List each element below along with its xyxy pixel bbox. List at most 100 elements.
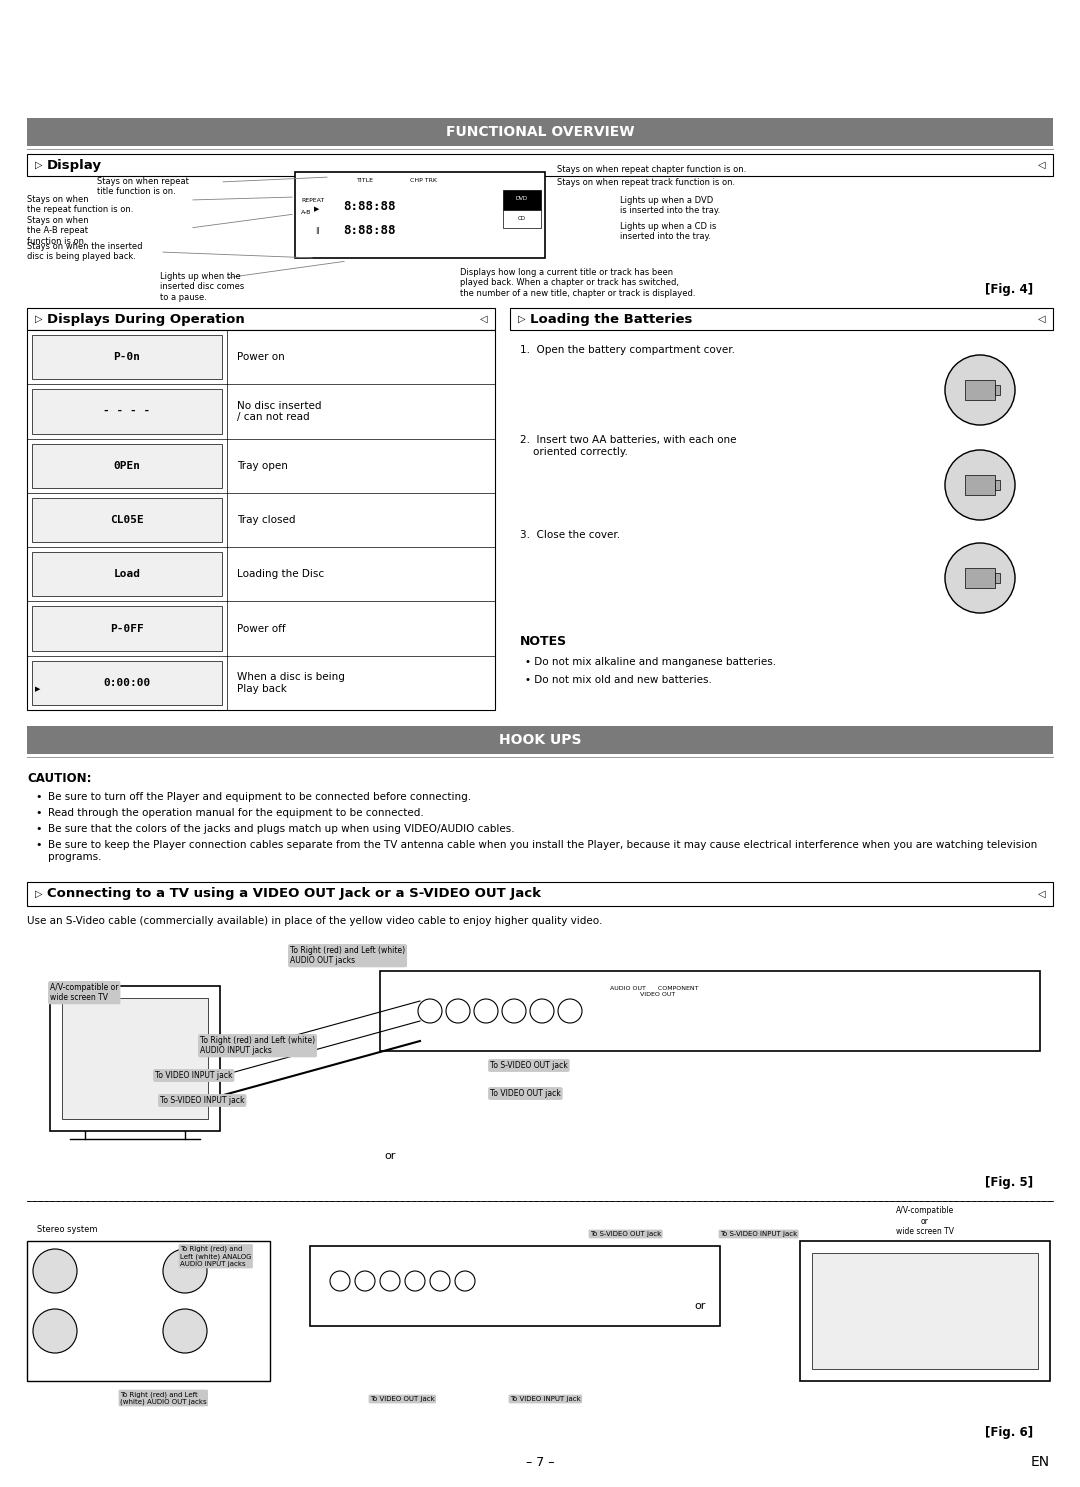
Bar: [27, 308, 495, 330]
Text: CD: CD: [518, 217, 526, 222]
Text: TITLE: TITLE: [357, 177, 374, 183]
Text: FUNCTIONAL OVERVIEW: FUNCTIONAL OVERVIEW: [446, 125, 634, 138]
Text: ▷: ▷: [35, 889, 42, 900]
Circle shape: [380, 1271, 400, 1291]
Text: 2.  Insert two AA batteries, with each one
    oriented correctly.: 2. Insert two AA batteries, with each on…: [519, 436, 737, 457]
Text: P-0n: P-0n: [113, 352, 140, 363]
Bar: [503, 190, 541, 210]
Text: EN: EN: [1030, 1454, 1050, 1469]
Text: To S-VIDEO INPUT jack: To S-VIDEO INPUT jack: [720, 1231, 797, 1237]
Text: – 7 –: – 7 –: [526, 1456, 554, 1469]
Text: Lights up when the
inserted disc comes
to a pause.: Lights up when the inserted disc comes t…: [160, 272, 244, 302]
Bar: [32, 607, 222, 651]
Text: Power on: Power on: [237, 352, 285, 363]
Bar: [27, 1242, 270, 1381]
Circle shape: [405, 1271, 426, 1291]
Bar: [380, 971, 1040, 1051]
Bar: [32, 660, 222, 705]
Text: Stays on when repeat track function is on.: Stays on when repeat track function is o…: [557, 178, 735, 187]
Text: 8:88:88: 8:88:88: [343, 223, 395, 236]
Text: •: •: [35, 793, 41, 801]
Text: [Fig. 4]: [Fig. 4]: [985, 283, 1034, 296]
Text: Stays on when
the A-B repeat
function is on.: Stays on when the A-B repeat function is…: [27, 216, 89, 245]
Bar: [32, 552, 222, 596]
Text: Be sure that the colors of the jacks and plugs match up when using VIDEO/AUDIO c: Be sure that the colors of the jacks and…: [48, 824, 515, 834]
Text: or: or: [694, 1301, 705, 1312]
Bar: [62, 998, 208, 1120]
Text: ▷: ▷: [518, 314, 526, 324]
Bar: [503, 210, 541, 228]
Text: To Right (red) and Left (white)
AUDIO OUT jacks: To Right (red) and Left (white) AUDIO OU…: [291, 946, 405, 965]
Text: Stays on when the inserted
disc is being played back.: Stays on when the inserted disc is being…: [27, 242, 143, 262]
Text: Lights up when a CD is
inserted into the tray.: Lights up when a CD is inserted into the…: [620, 222, 716, 241]
Text: To VIDEO OUT jack: To VIDEO OUT jack: [490, 1088, 561, 1097]
Bar: [32, 335, 222, 379]
Bar: [966, 381, 995, 400]
Circle shape: [446, 999, 470, 1023]
Text: •: •: [35, 807, 41, 818]
Text: •: •: [35, 840, 41, 851]
Text: HOOK UPS: HOOK UPS: [499, 733, 581, 746]
Circle shape: [558, 999, 582, 1023]
Text: To S-VIDEO OUT jack: To S-VIDEO OUT jack: [590, 1231, 661, 1237]
Text: Displays how long a current title or track has been
played back. When a chapter : Displays how long a current title or tra…: [460, 268, 696, 297]
Text: •: •: [35, 824, 41, 834]
Text: ▷: ▷: [35, 314, 42, 324]
Text: Tray open: Tray open: [237, 461, 288, 471]
Text: No disc inserted
/ can not read: No disc inserted / can not read: [237, 400, 322, 422]
Text: Loading the Batteries: Loading the Batteries: [530, 312, 692, 326]
Bar: [310, 1246, 720, 1326]
Text: To S-VIDEO OUT jack: To S-VIDEO OUT jack: [490, 1062, 568, 1071]
Bar: [812, 1254, 1038, 1370]
Text: To VIDEO OUT jack: To VIDEO OUT jack: [370, 1396, 435, 1402]
Text: CHP TRK: CHP TRK: [410, 177, 437, 183]
Text: • Do not mix old and new batteries.: • Do not mix old and new batteries.: [525, 675, 712, 686]
Text: P-0FF: P-0FF: [110, 623, 144, 633]
Text: To VIDEO INPUT jack: To VIDEO INPUT jack: [510, 1396, 581, 1402]
Text: CAUTION:: CAUTION:: [27, 772, 92, 785]
Text: • Do not mix alkaline and manganese batteries.: • Do not mix alkaline and manganese batt…: [525, 657, 777, 668]
Circle shape: [945, 355, 1015, 425]
Bar: [27, 726, 1053, 754]
Bar: [32, 443, 222, 488]
Circle shape: [945, 543, 1015, 613]
Text: A/V-compatible or
wide screen TV: A/V-compatible or wide screen TV: [50, 983, 119, 1002]
Text: DVD: DVD: [516, 195, 528, 201]
Bar: [32, 498, 222, 543]
Text: Display: Display: [48, 159, 102, 171]
Bar: [800, 1242, 1050, 1381]
Circle shape: [33, 1249, 77, 1294]
Bar: [995, 385, 1000, 396]
Text: A/V-compatible
or
wide screen TV: A/V-compatible or wide screen TV: [896, 1206, 954, 1236]
Text: Be sure to keep the Player connection cables separate from the TV antenna cable : Be sure to keep the Player connection ca…: [48, 840, 1037, 861]
Text: 3.  Close the cover.: 3. Close the cover.: [519, 529, 620, 540]
Text: - - - -: - - - -: [104, 406, 150, 416]
Circle shape: [430, 1271, 450, 1291]
Text: ◁: ◁: [480, 314, 487, 324]
Bar: [27, 882, 1053, 906]
Text: Loading the Disc: Loading the Disc: [237, 570, 324, 580]
Text: Stays on when
the repeat function is on.: Stays on when the repeat function is on.: [27, 195, 133, 214]
Circle shape: [530, 999, 554, 1023]
Text: CL05E: CL05E: [110, 515, 144, 525]
Bar: [27, 117, 1053, 146]
Text: Be sure to turn off the Player and equipment to be connected before connecting.: Be sure to turn off the Player and equip…: [48, 793, 471, 801]
Bar: [27, 155, 1053, 175]
Circle shape: [163, 1309, 207, 1353]
Bar: [966, 568, 995, 587]
Text: Load: Load: [113, 570, 140, 580]
Text: ||: ||: [314, 226, 320, 233]
Text: To S-VIDEO INPUT jack: To S-VIDEO INPUT jack: [160, 1096, 244, 1105]
Text: Displays During Operation: Displays During Operation: [48, 312, 245, 326]
Text: REPEAT: REPEAT: [301, 198, 324, 202]
Text: Stays on when repeat chapter function is on.: Stays on when repeat chapter function is…: [557, 165, 746, 174]
Text: [Fig. 5]: [Fig. 5]: [985, 1176, 1034, 1190]
Text: Use an S-Video cable (commercially available) in place of the yellow video cable: Use an S-Video cable (commercially avail…: [27, 916, 603, 926]
Text: or: or: [384, 1151, 395, 1161]
Text: 8:88:88: 8:88:88: [343, 201, 395, 214]
Circle shape: [418, 999, 442, 1023]
Text: 1.  Open the battery compartment cover.: 1. Open the battery compartment cover.: [519, 345, 735, 355]
Text: Power off: Power off: [237, 623, 285, 633]
Circle shape: [455, 1271, 475, 1291]
Text: Tray closed: Tray closed: [237, 515, 296, 525]
